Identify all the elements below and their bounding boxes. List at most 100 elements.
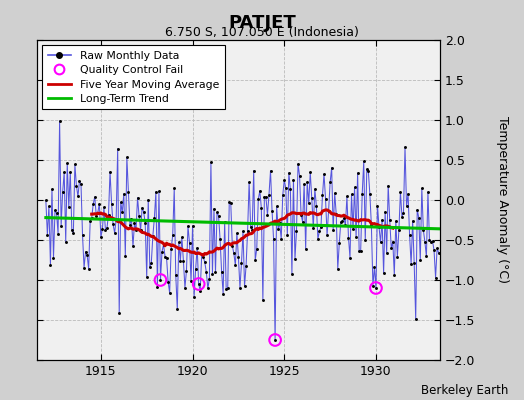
Point (221, 218, 229, 225)
Point (178, 234, 186, 240)
Point (259, 297, 267, 303)
Point (375, 224, 383, 230)
Point (239, 228, 247, 235)
Point (386, 217, 394, 223)
Point (71, 161, 79, 168)
Point (379, 270, 388, 276)
Point (100, 204, 108, 211)
Point (173, 306, 181, 312)
Point (169, 232, 177, 239)
Point (358, 190, 366, 197)
Point (206, 159, 215, 166)
Point (341, 222, 350, 228)
Point (418, 185, 426, 192)
Legend: Raw Monthly Data, Quality Control Fail, Five Year Moving Average, Long-Term Tren: Raw Monthly Data, Quality Control Fail, … (42, 46, 225, 109)
Point (237, 260, 246, 267)
Point (171, 272, 180, 278)
Point (320, 171, 328, 177)
Point (101, 227, 110, 233)
Point (246, 224, 255, 230)
Point (230, 250, 238, 257)
Point (63, 160, 71, 167)
Point (281, 185, 290, 192)
Point (52, 210, 61, 217)
Point (316, 224, 325, 230)
Text: PATJET: PATJET (228, 14, 296, 32)
Point (406, 232, 414, 238)
Point (363, 166, 371, 172)
Point (422, 253, 431, 260)
Point (214, 213, 223, 219)
Point (332, 211, 341, 218)
Point (109, 221, 117, 228)
Point (384, 182, 392, 189)
Point (144, 196, 152, 203)
Point (188, 222, 196, 229)
Point (335, 240, 343, 246)
Point (202, 269, 211, 275)
Point (304, 200, 313, 206)
Point (378, 217, 386, 223)
Point (241, 283, 249, 289)
Point (176, 258, 184, 264)
Point (86, 218, 94, 224)
Point (381, 208, 389, 215)
Point (387, 245, 396, 251)
Point (205, 276, 214, 282)
Point (326, 179, 334, 186)
Point (364, 168, 373, 174)
Point (228, 243, 236, 249)
Point (271, 337, 279, 343)
Point (118, 209, 126, 216)
Point (279, 192, 287, 198)
Point (133, 194, 141, 201)
Point (156, 277, 165, 283)
Point (421, 239, 429, 245)
Point (217, 269, 226, 275)
Point (314, 236, 322, 242)
Point (329, 226, 337, 233)
Point (231, 262, 239, 268)
Point (116, 199, 125, 206)
Point (61, 239, 70, 245)
Point (352, 234, 361, 241)
Point (222, 286, 231, 293)
Point (213, 209, 221, 216)
Point (269, 236, 278, 242)
Point (84, 265, 93, 272)
Point (361, 237, 369, 244)
Point (416, 257, 424, 264)
Point (234, 254, 243, 261)
Point (427, 239, 435, 246)
Point (372, 285, 380, 291)
Point (276, 220, 284, 226)
Point (196, 287, 204, 294)
Point (331, 190, 339, 196)
Point (130, 220, 139, 227)
Point (297, 212, 305, 218)
Point (355, 248, 363, 254)
Point (83, 252, 91, 258)
Point (226, 200, 235, 207)
Point (138, 204, 146, 211)
Point (283, 232, 291, 238)
Point (434, 250, 443, 256)
Point (153, 283, 161, 290)
Point (369, 282, 377, 289)
Point (277, 236, 286, 242)
Point (72, 182, 81, 189)
Point (185, 240, 194, 246)
Point (194, 281, 203, 287)
Point (174, 239, 183, 245)
Point (211, 269, 220, 275)
Point (340, 215, 348, 221)
Point (181, 284, 189, 291)
Point (81, 248, 90, 255)
Point (121, 252, 129, 259)
Point (253, 246, 261, 252)
Point (245, 179, 253, 186)
Point (408, 218, 417, 224)
Point (96, 234, 105, 240)
Point (424, 189, 432, 195)
Point (401, 144, 409, 150)
